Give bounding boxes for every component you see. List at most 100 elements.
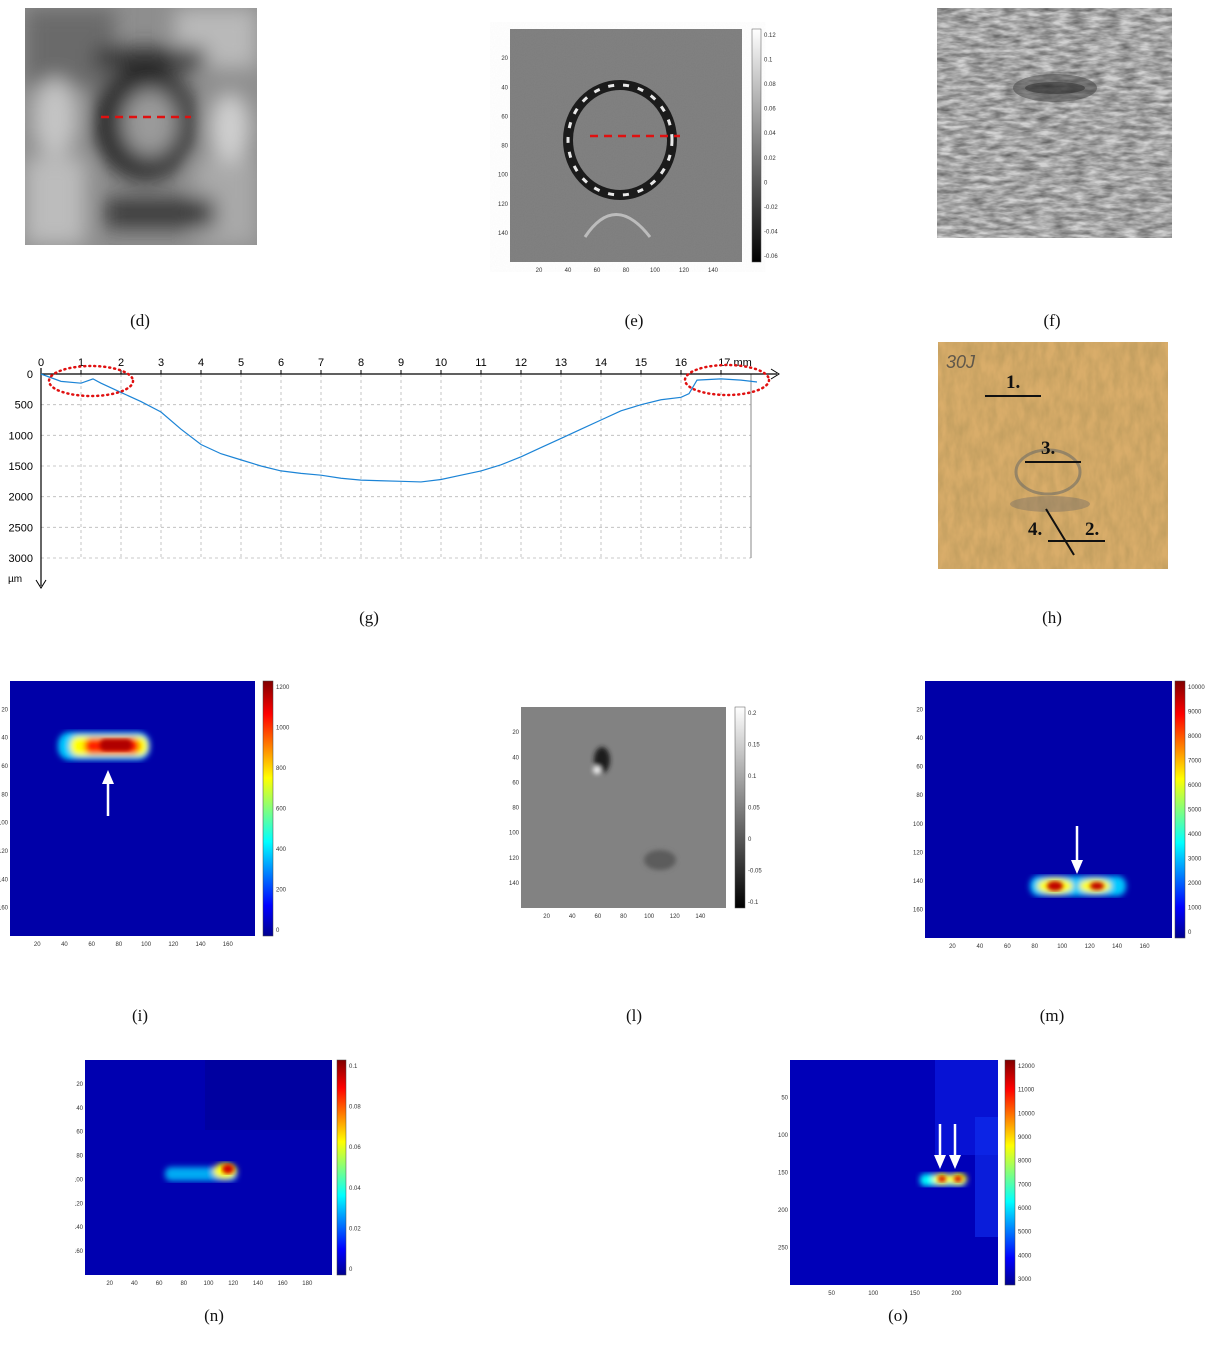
o-colorbar-tick: 9000: [1018, 1135, 1032, 1141]
panel-n: 20 40 60 80 100 120 140 160 180 20 40 60 80 100 120 140…: [73, 1057, 365, 1289]
label-30j: 30J: [946, 352, 976, 372]
o-colorbar-tick: 4000: [1018, 1253, 1032, 1259]
m-y-tick: 60: [916, 765, 923, 771]
panel-l-chart: 20 40 60 80 100 120 140 20 40 60 80 100 120 140 0.2 0.1…: [509, 706, 762, 920]
m-x-tick: 40: [977, 944, 984, 950]
m-colorbar-tick: 3000: [1188, 857, 1202, 863]
y-tick-label: 2500: [9, 522, 33, 534]
i-colorbar-tick: 1200: [276, 685, 290, 691]
o-colorbar-tick: 12000: [1018, 1064, 1035, 1070]
l-colorbar-tick: -0.05: [748, 869, 762, 875]
o-colorbar-tick: 5000: [1018, 1230, 1032, 1236]
e-y-tick: 80: [501, 144, 508, 150]
n-y-tick: 140: [75, 1225, 84, 1231]
profile-chart: 0 1 2 3 4 5 6 7 8 9 10 11 12 13 14 15 16 17 mm05001000150…: [8, 357, 780, 589]
m-y-tick: 140: [913, 879, 924, 885]
o-colorbar-tick: 7000: [1018, 1182, 1032, 1188]
e-x-tick: 80: [623, 268, 630, 272]
y-tick-label: 3000: [9, 553, 33, 565]
o-y-tick: 50: [781, 1096, 788, 1102]
i-x-tick: 20: [34, 942, 41, 948]
o-x-tick: 150: [910, 1291, 921, 1297]
n-x-tick: 100: [203, 1281, 214, 1287]
panel-m-plot-area: [925, 681, 1172, 938]
o-y-tick: 200: [778, 1208, 789, 1214]
i-y-tick: 80: [1, 792, 8, 798]
m-y-tick: 40: [916, 736, 923, 742]
o-colorbar-tick: 8000: [1018, 1159, 1032, 1165]
o-y-tick: 250: [778, 1246, 789, 1252]
e-colorbar-tick: 0.06: [764, 107, 776, 113]
i-y-tick: 120: [0, 849, 9, 855]
l-colorbar-tick: -0.1: [748, 900, 759, 906]
o-y-tick: 150: [778, 1171, 789, 1177]
x-tick-label: 0: [38, 357, 44, 369]
x-tick-label: 1: [78, 357, 84, 369]
i-colorbar-tick: 0: [276, 928, 280, 934]
n-colorbar-tick: 0.06: [349, 1145, 361, 1151]
l-colorbar-tick: 0.1: [748, 774, 757, 780]
label-4: 4.: [1028, 519, 1042, 540]
x-tick-label: 5: [238, 357, 244, 369]
panel-l-colorbar: [734, 706, 746, 909]
m-y-tick: 160: [913, 907, 924, 913]
panel-i-chart: 20 40 60 80 100 120 140 160 20 40 60 80 100 120 140 160…: [0, 680, 290, 948]
n-x-tick: 20: [106, 1281, 113, 1287]
y-axis-unit: µm: [8, 574, 22, 585]
e-y-tick: 100: [498, 173, 509, 179]
i-colorbar-tick: 1000: [276, 726, 290, 732]
y-tick-label: 2000: [9, 492, 33, 504]
l-y-tick: 80: [512, 806, 519, 812]
m-y-tick: 20: [916, 708, 923, 714]
i-colorbar-tick: 400: [276, 847, 287, 853]
e-x-tick: 120: [679, 268, 690, 272]
panel-g: 0 1 2 3 4 5 6 7 8 9 10 11 12 13 14 15 16 17 mm 0 500 1000 150…: [0, 342, 790, 592]
y-tick-label: 0: [27, 369, 33, 381]
i-x-tick: 60: [88, 942, 95, 948]
i-x-tick: 120: [168, 942, 179, 948]
panel-m-colorbar: [1174, 680, 1186, 939]
panel-i-colorbar: [262, 680, 274, 937]
m-colorbar-tick: 1000: [1188, 906, 1202, 912]
panel-l-plot-area: [521, 707, 726, 908]
m-x-tick: 100: [1057, 944, 1068, 950]
l-x-tick: 40: [569, 914, 576, 920]
i-x-tick: 40: [61, 942, 68, 948]
m-y-tick: 100: [913, 822, 924, 828]
l-colorbar-tick: 0: [748, 837, 752, 843]
n-x-tick: 140: [253, 1281, 264, 1287]
caption-m: (m): [1039, 1006, 1065, 1025]
l-x-tick: 120: [670, 914, 681, 920]
i-x-tick: 80: [116, 942, 123, 948]
n-colorbar-tick: 0.02: [349, 1226, 361, 1232]
e-x-tick: 40: [565, 268, 572, 272]
panel-i-plot-area: [10, 681, 255, 936]
panel-e-colorbar: [751, 28, 762, 263]
n-y-tick: 40: [76, 1106, 83, 1112]
m-colorbar-tick: 4000: [1188, 832, 1202, 838]
i-x-tick: 160: [223, 942, 234, 948]
i-y-tick: 100: [0, 821, 9, 827]
o-colorbar-tick: 3000: [1018, 1277, 1032, 1283]
e-colorbar-tick: 0.1: [764, 58, 773, 64]
panel-f-image: [937, 8, 1172, 238]
panel-d-image: [25, 8, 257, 245]
n-colorbar-tick: 0: [349, 1267, 353, 1273]
i-colorbar-tick: 200: [276, 888, 287, 894]
m-colorbar-tick: 2000: [1188, 881, 1202, 887]
m-x-tick: 60: [1004, 944, 1011, 950]
x-tick-label: 10: [435, 357, 447, 369]
o-x-tick: 100: [868, 1291, 879, 1297]
e-colorbar-tick: 0.02: [764, 156, 776, 162]
l-y-tick: 100: [509, 831, 520, 837]
highlight-ellipse-right: [683, 363, 771, 397]
caption-d: (d): [130, 311, 150, 330]
e-colorbar-tick: -0.02: [764, 205, 778, 211]
n-x-tick: 40: [131, 1281, 138, 1287]
n-y-tick: 80: [76, 1154, 83, 1160]
m-x-tick: 80: [1031, 944, 1038, 950]
m-colorbar-tick: 6000: [1188, 783, 1202, 789]
m-colorbar-tick: 10000: [1188, 685, 1205, 691]
o-x-tick: 50: [828, 1291, 835, 1297]
x-tick-label: 7: [318, 357, 324, 369]
